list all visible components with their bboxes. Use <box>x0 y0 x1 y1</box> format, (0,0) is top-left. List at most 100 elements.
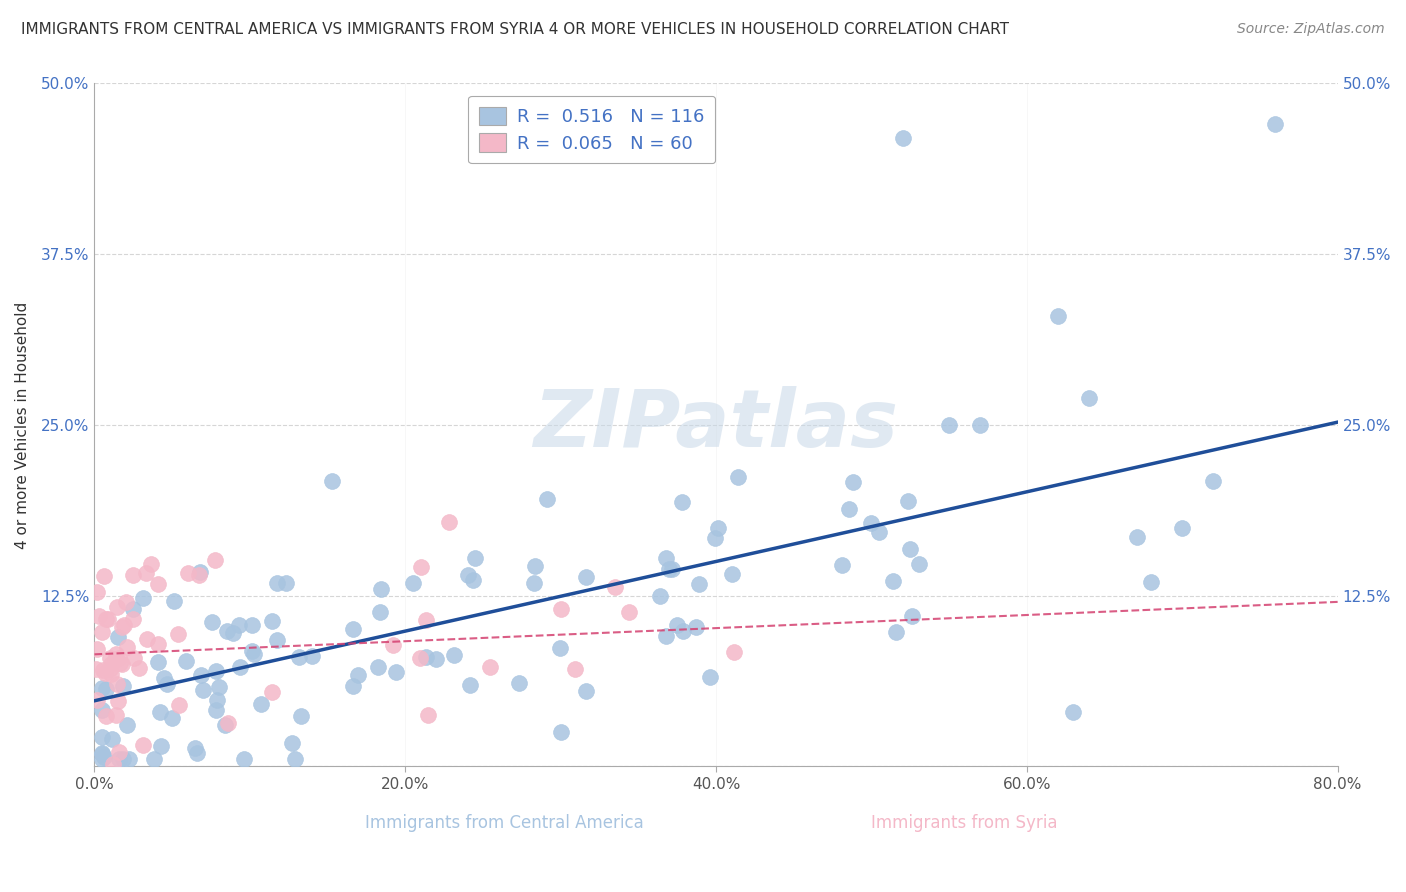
Legend: R =  0.516   N = 116, R =  0.065   N = 60: R = 0.516 N = 116, R = 0.065 N = 60 <box>468 95 716 163</box>
Point <box>174 654 197 668</box>
Point <box>603 580 626 594</box>
Point <box>900 608 922 623</box>
Point <box>84 662 107 676</box>
Point <box>149 705 172 719</box>
Point <box>150 739 173 753</box>
Point <box>104 647 127 661</box>
Point <box>524 558 547 573</box>
Point <box>685 620 707 634</box>
Point <box>617 605 640 619</box>
Point <box>91 746 114 760</box>
Point <box>122 568 145 582</box>
Point <box>141 557 163 571</box>
Point <box>266 633 288 648</box>
Point <box>118 752 141 766</box>
Point <box>409 559 432 574</box>
Point <box>217 624 239 638</box>
Point <box>86 642 108 657</box>
Point <box>132 738 155 752</box>
Point <box>575 569 598 583</box>
Point <box>201 615 224 629</box>
Point <box>122 650 145 665</box>
Point <box>648 589 671 603</box>
Point <box>156 676 179 690</box>
Point <box>104 653 127 667</box>
Point <box>523 576 546 591</box>
Point <box>101 756 124 771</box>
Point <box>260 684 283 698</box>
Point <box>437 515 460 529</box>
Point <box>882 574 904 589</box>
Point <box>228 659 250 673</box>
Point <box>240 643 263 657</box>
Point <box>831 558 853 573</box>
Point <box>222 626 245 640</box>
Point <box>204 664 226 678</box>
Point <box>368 605 391 619</box>
Point <box>443 648 465 663</box>
Point <box>458 678 481 692</box>
Text: Immigrants from Syria: Immigrants from Syria <box>872 814 1057 832</box>
Point <box>91 747 114 761</box>
Point <box>666 618 689 632</box>
Point <box>105 677 128 691</box>
Point <box>188 568 211 582</box>
Point <box>86 693 108 707</box>
Point <box>655 550 678 565</box>
Point <box>153 672 176 686</box>
Point <box>146 577 169 591</box>
Point <box>1171 521 1194 535</box>
Point <box>727 469 749 483</box>
Point <box>94 681 117 696</box>
Point <box>177 566 200 580</box>
Point <box>425 652 447 666</box>
Point <box>100 662 122 676</box>
Point <box>163 593 186 607</box>
Point <box>550 725 572 739</box>
Point <box>91 681 114 696</box>
Point <box>381 638 404 652</box>
Point <box>574 684 596 698</box>
Text: IMMIGRANTS FROM CENTRAL AMERICA VS IMMIGRANTS FROM SYRIA 4 OR MORE VEHICLES IN H: IMMIGRANTS FROM CENTRAL AMERICA VS IMMIG… <box>21 22 1010 37</box>
Point <box>110 657 132 671</box>
Point <box>107 651 129 665</box>
Point <box>240 618 263 632</box>
Point <box>94 665 117 680</box>
Point <box>91 730 114 744</box>
Point <box>107 745 129 759</box>
Point <box>900 541 922 556</box>
Point <box>548 640 571 655</box>
Point <box>860 516 883 531</box>
Point <box>1046 309 1069 323</box>
Point <box>214 717 236 731</box>
Point <box>342 622 364 636</box>
Point <box>720 566 742 581</box>
Point <box>266 576 288 591</box>
Point <box>287 649 309 664</box>
Point <box>564 662 586 676</box>
Point <box>1264 117 1286 131</box>
Point <box>183 741 205 756</box>
Point <box>105 599 128 614</box>
Point <box>969 417 991 432</box>
Point <box>96 708 118 723</box>
Point <box>347 667 370 681</box>
Point <box>243 647 266 661</box>
Point <box>938 417 960 432</box>
Point <box>1140 574 1163 589</box>
Point <box>290 709 312 723</box>
Point <box>91 752 114 766</box>
Point <box>167 626 190 640</box>
Point <box>672 624 695 638</box>
Point <box>457 568 479 582</box>
Point <box>281 736 304 750</box>
Point <box>160 710 183 724</box>
Point <box>884 625 907 640</box>
Point <box>232 752 254 766</box>
Point <box>284 752 307 766</box>
Point <box>186 746 208 760</box>
Point <box>89 609 111 624</box>
Point <box>699 670 721 684</box>
Point <box>91 703 114 717</box>
Point <box>464 550 486 565</box>
